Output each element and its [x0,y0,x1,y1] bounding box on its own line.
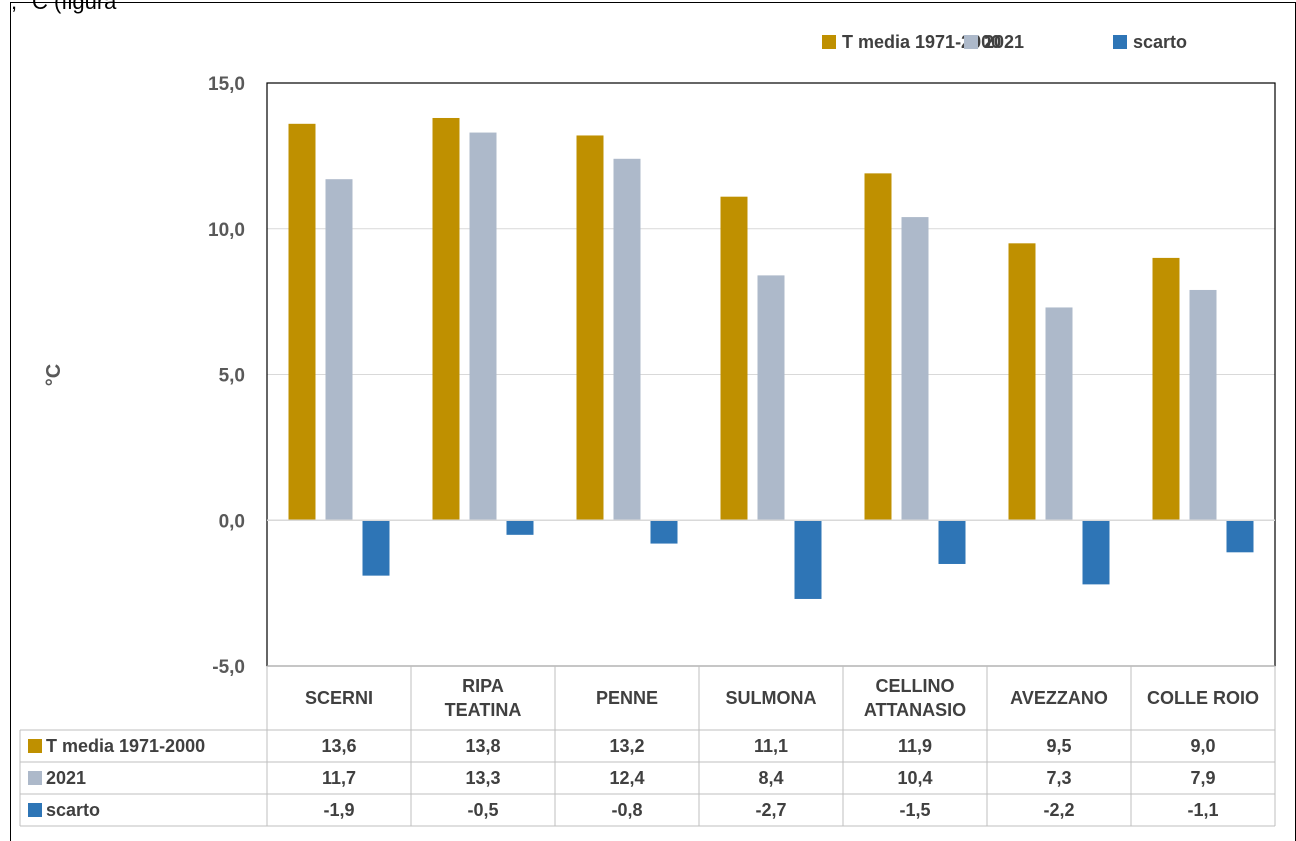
bar-t-media-1971-2000 [432,117,460,521]
bar-2021 [1045,307,1073,521]
legend-entry: T media 1971-2000 [842,32,1001,52]
data-label: 12,4 [609,768,644,788]
row-label: scarto [46,800,100,820]
bar-scarto [1082,520,1110,585]
bar-2021 [469,132,497,521]
bars [288,117,1254,599]
category-label: RIPA [462,676,504,696]
data-label: 11,1 [754,736,788,756]
category-label: PENNE [596,688,658,708]
data-label: -2,2 [1043,800,1074,820]
y-tick-label: 5,0 [219,366,245,387]
data-label: 9,5 [1046,736,1071,756]
bar-2021 [1189,289,1217,521]
bar-scarto [794,520,822,599]
data-label: -2,7 [755,800,786,820]
bar-t-media-1971-2000 [1152,257,1180,521]
data-label: 13,8 [465,736,500,756]
bar-2021 [901,217,929,521]
legend-key [1113,35,1127,49]
data-label: 13,6 [321,736,356,756]
bar-scarto [938,520,966,564]
category-label: SULMONA [726,688,817,708]
data-label: 9,0 [1190,736,1215,756]
bar-t-media-1971-2000 [1008,243,1036,521]
data-label: -0,5 [467,800,498,820]
legend-key [822,35,836,49]
bar-t-media-1971-2000 [720,196,748,521]
bar-2021 [325,179,353,521]
data-label: -1,1 [1187,800,1218,820]
axes: 15,0 10,0 5,0 0,0 -5,0 °C [43,74,1276,678]
bar-2021 [613,158,641,521]
data-label: -0,8 [611,800,642,820]
bar-scarto [650,520,678,544]
category-label: CELLINO [876,676,955,696]
legend-entry: 2021 [984,32,1024,52]
bar-t-media-1971-2000 [864,173,892,521]
bar-scarto [362,520,390,576]
bar-t-media-1971-2000 [576,135,604,521]
y-tick-label: -5,0 [212,657,245,678]
data-label: 7,9 [1190,768,1215,788]
bar-scarto [506,520,534,535]
data-label: 13,3 [465,768,500,788]
category-label: SCERNI [305,688,373,708]
row-label: 2021 [46,768,86,788]
data-label: 8,4 [758,768,783,788]
data-label: 11,7 [322,768,356,788]
category-label: TEATINA [445,700,522,720]
y-axis-title: °C [43,364,65,386]
data-label: 7,3 [1046,768,1071,788]
header-fragment: , °C (figura [11,0,117,14]
bar-t-media-1971-2000 [288,123,316,521]
legend-key [964,35,978,49]
legend-entry: scarto [1133,32,1187,52]
bar-2021 [757,275,785,521]
category-label: AVEZZANO [1010,688,1108,708]
row-legend-key [28,803,42,817]
data-label: 11,9 [898,736,932,756]
data-label: 13,2 [609,736,644,756]
data-label: -1,9 [323,800,354,820]
category-label: ATTANASIO [864,700,966,720]
row-legend-key [28,739,42,753]
y-tick-label: 15,0 [208,74,245,95]
row-label: T media 1971-2000 [46,736,205,756]
bar-scarto [1226,520,1254,553]
data-label: 10,4 [897,768,932,788]
category-label: COLLE ROIO [1147,688,1259,708]
data-table: SCERNI RIPA TEATINA PENNE SULMONA CELLINO ATTA… [19,665,1276,827]
y-tick-label: 0,0 [219,511,245,532]
data-label: -1,5 [899,800,930,820]
y-tick-label: 10,0 [208,220,245,241]
row-legend-key [28,771,42,785]
